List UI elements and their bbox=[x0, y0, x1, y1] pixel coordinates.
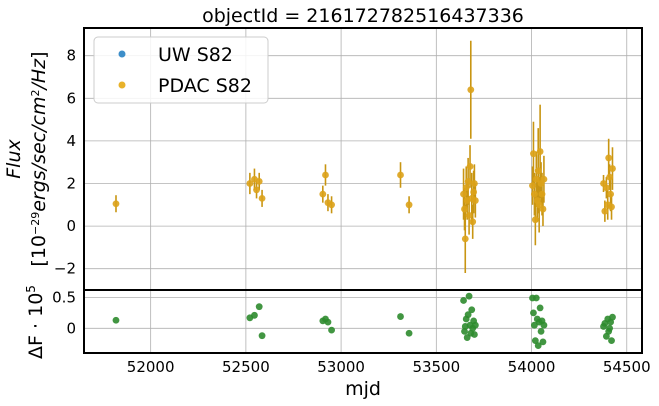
flux-y-tick-label: −2 bbox=[54, 260, 76, 278]
difference-point bbox=[460, 297, 467, 304]
difference-y-tick-label: 0.5 bbox=[52, 288, 76, 306]
difference-point bbox=[397, 313, 404, 320]
flux-points bbox=[112, 86, 616, 243]
flux-y-axis-label: Flux [10−29ergs/sec/cm2/Hz] bbox=[3, 51, 50, 266]
flux-point bbox=[470, 188, 478, 196]
difference-point bbox=[405, 329, 413, 337]
difference-point bbox=[468, 306, 476, 314]
difference-point bbox=[471, 321, 479, 329]
flux-point bbox=[609, 165, 616, 172]
flux-y-axis-label-line1: Flux bbox=[3, 139, 25, 179]
flux-point bbox=[319, 190, 327, 198]
difference-point bbox=[539, 338, 547, 346]
difference-point bbox=[606, 324, 614, 332]
flux-point bbox=[466, 163, 474, 170]
difference-point bbox=[531, 337, 539, 345]
x-tick-label: 54000 bbox=[508, 358, 556, 376]
legend-marker-uw bbox=[118, 50, 126, 58]
flux-point bbox=[469, 218, 477, 226]
x-tick-label: 53500 bbox=[412, 358, 460, 376]
chart-title: objectId = 216172782516437336 bbox=[202, 5, 524, 27]
flux-y-ticks: −2 0 2 4 6 8 bbox=[54, 47, 76, 278]
flux-point bbox=[255, 177, 263, 185]
flux-point bbox=[602, 184, 610, 192]
x-axis-label: mjd bbox=[345, 378, 381, 400]
difference-point bbox=[258, 332, 266, 340]
difference-y-ticks: 00.5 bbox=[52, 288, 76, 337]
legend-marker-pdac bbox=[118, 81, 126, 89]
flux-point bbox=[471, 180, 478, 187]
flux-point bbox=[471, 197, 479, 204]
flux-y-tick-label: 2 bbox=[66, 174, 76, 192]
flux-point bbox=[534, 167, 542, 175]
flux-point bbox=[462, 184, 470, 192]
x-tick-label: 52500 bbox=[222, 358, 270, 376]
flux-y-axis-label-line2: [10−29ergs/sec/cm2/Hz] bbox=[28, 51, 50, 266]
difference-point bbox=[540, 321, 548, 329]
flux-point bbox=[529, 182, 536, 190]
flux-point bbox=[405, 201, 413, 209]
flux-point bbox=[322, 171, 329, 179]
difference-point bbox=[536, 304, 544, 312]
flux-point bbox=[328, 201, 335, 209]
flux-point bbox=[460, 190, 467, 198]
flux-point bbox=[539, 205, 547, 213]
flux-point bbox=[538, 190, 546, 198]
difference-point bbox=[471, 331, 478, 338]
difference-points bbox=[112, 292, 616, 349]
flux-point bbox=[540, 175, 548, 183]
difference-grid bbox=[84, 290, 642, 353]
difference-point bbox=[530, 309, 537, 317]
flux-point bbox=[461, 205, 468, 213]
flux-point bbox=[605, 154, 613, 162]
difference-point bbox=[328, 326, 335, 334]
flux-point bbox=[464, 177, 472, 185]
difference-point bbox=[537, 327, 545, 335]
flux-y-tick-label: 8 bbox=[66, 47, 76, 65]
flux-point bbox=[258, 195, 266, 202]
x-tick-label: 52000 bbox=[127, 358, 175, 376]
flux-point bbox=[253, 186, 260, 194]
difference-point bbox=[609, 313, 616, 321]
flux-point bbox=[530, 150, 537, 158]
difference-point bbox=[534, 342, 542, 349]
difference-y-axis-label: ΔF · 105 bbox=[24, 285, 47, 359]
difference-panel: 00.5 52000 52500 53000 53500 54000 54500 bbox=[52, 288, 650, 376]
difference-point bbox=[112, 316, 120, 324]
legend-label-uw: UW S82 bbox=[158, 44, 233, 66]
legend-box bbox=[93, 36, 269, 104]
flux-point bbox=[467, 86, 475, 94]
difference-y-tick-label: 0 bbox=[66, 319, 76, 337]
legend: UW S82 PDAC S82 bbox=[93, 36, 269, 104]
flux-point bbox=[465, 212, 473, 219]
x-tick-label: 54500 bbox=[603, 358, 651, 376]
difference-point bbox=[532, 294, 540, 302]
flux-point bbox=[601, 207, 609, 215]
x-tick-label: 53000 bbox=[317, 358, 365, 376]
flux-y-tick-label: 6 bbox=[66, 89, 76, 107]
flux-point bbox=[532, 175, 540, 183]
difference-point bbox=[251, 311, 258, 319]
flux-point bbox=[607, 190, 614, 198]
legend-label-pdac: PDAC S82 bbox=[158, 75, 252, 97]
flux-point bbox=[608, 203, 615, 211]
flux-point bbox=[112, 200, 120, 208]
difference-point bbox=[465, 292, 473, 300]
flux-point bbox=[531, 216, 539, 224]
difference-point bbox=[255, 303, 263, 311]
flux-y-tick-label: 4 bbox=[66, 132, 76, 150]
flux-point bbox=[536, 148, 544, 155]
flux-point bbox=[246, 180, 254, 187]
flux-point bbox=[606, 173, 614, 181]
difference-point bbox=[608, 337, 615, 345]
difference-point bbox=[324, 318, 332, 326]
flux-y-tick-label: 0 bbox=[66, 217, 76, 235]
flux-point bbox=[461, 235, 469, 243]
flux-point bbox=[530, 190, 538, 198]
difference-panel-frame bbox=[83, 289, 643, 354]
difference-point bbox=[464, 311, 472, 319]
x-ticks: 52000 52500 53000 53500 54000 54500 bbox=[127, 358, 651, 376]
flux-point bbox=[397, 171, 404, 179]
